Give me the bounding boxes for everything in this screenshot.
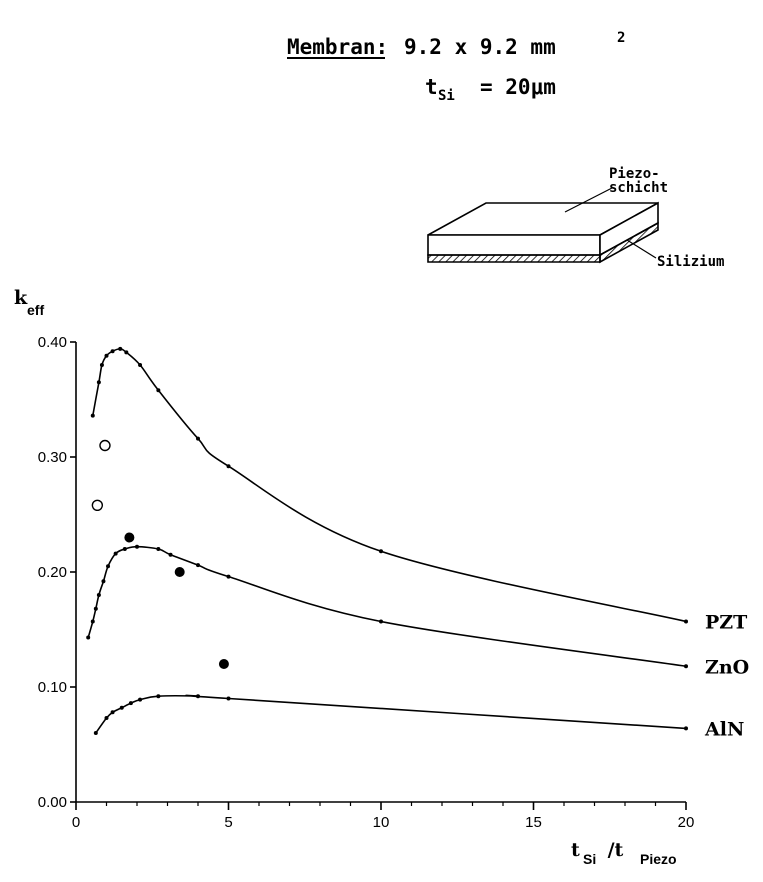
chart-header: Membran: 9.2 x 9.2 mm 2 t Si = 20μm	[287, 30, 625, 104]
x-tick-label: 15	[525, 814, 542, 831]
y-axis-ticks: 0.00 0.10 0.20 0.30 0.40	[38, 334, 76, 811]
series-line-aln	[95, 694, 687, 734]
data-point-pzt	[110, 349, 115, 354]
silicon-layer-front	[427, 254, 601, 263]
data-point-zno	[122, 547, 127, 551]
y-tick-label: 0.10	[38, 679, 67, 696]
data-point-zno	[113, 551, 118, 556]
x-axis-title-subscript-piezo: Piezo	[640, 851, 677, 867]
series-zno: ZnO	[86, 544, 749, 678]
data-point-zno	[684, 664, 688, 669]
data-point-zno	[156, 547, 161, 551]
data-point-zno	[226, 574, 231, 579]
data-point-pzt	[156, 388, 161, 393]
data-point-zno	[379, 619, 383, 624]
silicon-layer-side	[599, 221, 659, 264]
piezo-layer-front	[427, 234, 601, 256]
measured-filled-point	[124, 532, 135, 543]
y-tick-label: 0.20	[38, 564, 67, 581]
piezo-label-line2: schicht	[609, 180, 668, 196]
data-point-pzt	[226, 464, 231, 469]
silicon-label: Silizium	[657, 254, 724, 270]
measured-open-point	[99, 439, 111, 452]
y-tick-label: 0.40	[38, 334, 67, 351]
measured-open-point	[91, 499, 104, 511]
data-point-pzt	[118, 346, 123, 351]
thickness-symbol: t	[425, 75, 438, 99]
data-point-zno	[86, 635, 91, 640]
x-axis-title-divider: /t	[601, 839, 624, 861]
x-tick-label: 0	[72, 814, 80, 831]
y-axis-title-base: k	[14, 287, 28, 309]
thickness-value: = 20μm	[480, 75, 556, 99]
data-point-aln	[138, 697, 143, 702]
data-point-pzt	[379, 549, 383, 554]
x-axis-title: t Si /t Piezo	[571, 839, 677, 867]
series-label-pzt: PZT	[705, 611, 747, 633]
series-pzt: PZT	[90, 346, 747, 633]
measured-filled-point	[174, 567, 185, 577]
piezo-label-line1: Piezo-	[609, 166, 660, 182]
data-point-zno	[196, 563, 200, 568]
data-point-zno	[101, 579, 106, 584]
data-point-pzt	[684, 619, 688, 624]
x-axis-title-base: t	[571, 839, 580, 861]
membrane-label: Membran:	[287, 35, 388, 59]
data-point-aln	[119, 705, 124, 710]
x-tick-label: 5	[224, 814, 232, 831]
data-point-aln	[104, 716, 109, 721]
data-point-zno	[106, 564, 111, 569]
piezo-pointer	[564, 187, 613, 213]
x-tick-label: 10	[373, 814, 390, 831]
y-tick-label: 0.00	[38, 794, 67, 811]
data-point-zno	[168, 552, 173, 557]
data-point-zno	[135, 544, 139, 549]
x-axis-title-subscript-si: Si	[583, 851, 596, 867]
y-tick-label: 0.30	[38, 449, 67, 466]
layer-inset: Piezo- schicht Silizium	[427, 166, 724, 270]
series-layer: PZT ZnO AlN	[86, 346, 749, 740]
y-axis-title: k eff	[14, 287, 44, 318]
data-point-aln	[110, 710, 115, 715]
membrane-exponent: 2	[617, 30, 625, 46]
data-point-aln	[156, 694, 161, 699]
data-point-pzt	[124, 350, 129, 355]
membrane-value: 9.2 x 9.2 mm	[404, 35, 556, 59]
y-axis-title-subscript: eff	[27, 302, 44, 318]
thickness-subscript: Si	[438, 88, 455, 104]
measured-filled-point	[218, 659, 229, 669]
data-point-aln	[226, 696, 231, 701]
data-point-zno	[93, 606, 98, 611]
data-point-aln	[684, 726, 688, 731]
data-point-aln	[93, 731, 98, 735]
data-point-pzt	[99, 363, 104, 367]
series-label-aln: AlN	[704, 718, 744, 740]
data-point-pzt	[96, 380, 101, 385]
x-axis-ticks: 0 5 10 15 20	[72, 802, 695, 831]
data-point-pzt	[138, 363, 143, 367]
series-line-zno	[87, 545, 687, 668]
data-point-pzt	[90, 413, 95, 418]
silicon-pointer	[626, 239, 657, 259]
data-point-pzt	[196, 436, 200, 441]
series-aln: AlN	[93, 694, 744, 740]
data-point-aln	[128, 701, 133, 706]
x-tick-label: 20	[678, 814, 695, 831]
data-point-pzt	[104, 353, 109, 358]
series-label-zno: ZnO	[705, 656, 749, 678]
plot-axes: 0.00 0.10 0.20 0.30 0.40 0 5 10 15 20	[38, 334, 695, 831]
data-point-aln	[196, 694, 200, 699]
series-line-pzt	[92, 348, 687, 623]
data-point-zno	[96, 593, 101, 597]
measured-points	[91, 439, 229, 669]
data-point-zno	[90, 619, 95, 624]
